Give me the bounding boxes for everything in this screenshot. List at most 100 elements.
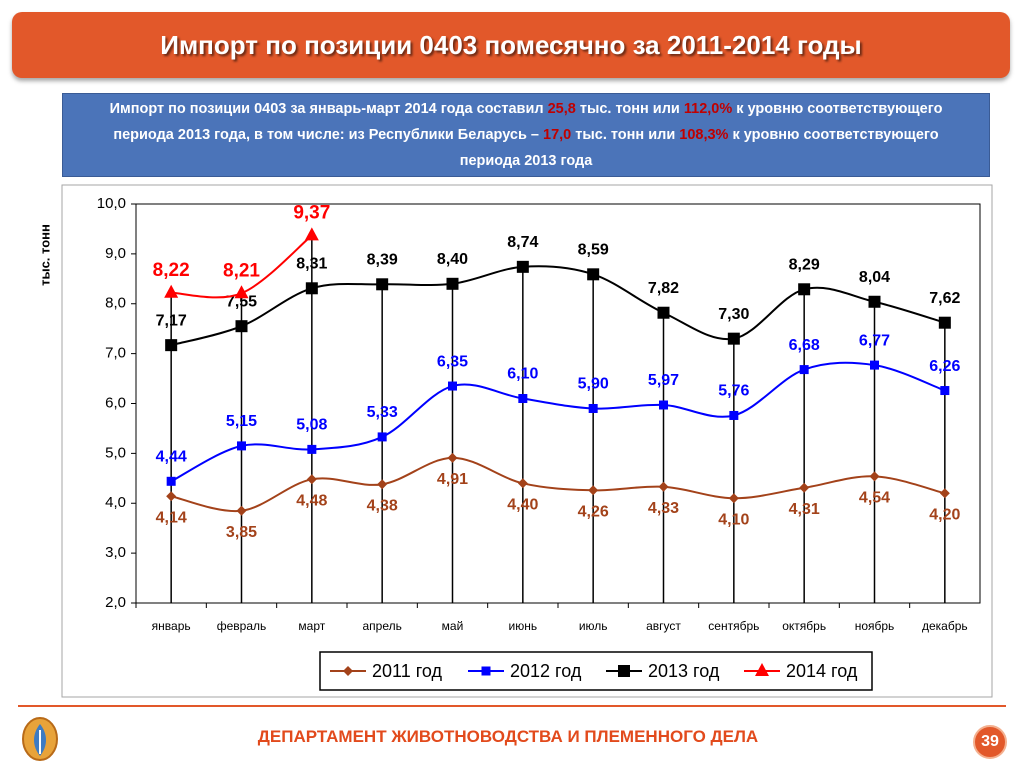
y-axis-label: тыс. тонн: [37, 224, 52, 286]
marker: [306, 474, 317, 485]
data-label: 5,90: [578, 376, 609, 393]
data-label: 4,38: [367, 498, 398, 515]
summary-part: тыс. тонн или: [575, 101, 684, 117]
data-label: 3,85: [226, 524, 257, 541]
marker: [618, 665, 630, 677]
marker: [376, 278, 389, 291]
logo: [22, 717, 58, 761]
marker: [446, 277, 459, 290]
data-label: 7,62: [929, 290, 960, 307]
summary-text: Импорт по позиции 0403 за январь-март 20…: [83, 96, 969, 174]
x-tick-label: март: [298, 619, 325, 633]
summary-part: 112,0%: [683, 101, 733, 117]
data-label: 8,74: [507, 234, 538, 251]
marker: [940, 386, 950, 396]
data-label: 5,97: [648, 372, 679, 389]
legend-label: 2011 год: [372, 661, 442, 681]
legend-box: [319, 651, 873, 691]
x-tick-label: сентябрь: [708, 619, 759, 633]
marker: [448, 381, 457, 391]
data-label: 4,33: [648, 500, 679, 517]
footer: ДЕПАРТАМЕНТ ЖИВОТНОВОДСТВА И ПЛЕМЕННОГО …: [257, 727, 759, 746]
data-label: 7,55: [226, 293, 257, 310]
marker: [869, 471, 880, 482]
marker: [481, 666, 491, 676]
y-tick-label: 2,0: [105, 594, 126, 611]
summary-part: к уровню соответствующего периода 2013 г…: [113, 101, 943, 143]
data-label: 5,76: [718, 383, 749, 400]
summary-part: 108,3%: [679, 127, 729, 143]
marker: [237, 441, 246, 451]
marker: [305, 282, 318, 295]
data-label: 5,15: [226, 413, 257, 430]
data-label: 6,26: [929, 358, 960, 375]
chart-frame: [61, 184, 993, 698]
marker: [235, 320, 248, 333]
data-label: 8,04: [859, 269, 890, 286]
data-label: 8,29: [789, 257, 820, 274]
y-tick-label: 8,0: [105, 295, 126, 312]
marker: [798, 283, 811, 296]
data-label: 4,54: [859, 490, 890, 507]
data-label: 7,82: [648, 280, 679, 297]
data-label: 6,35: [437, 353, 468, 370]
title: Импорт по позиции 0403 помесячно за 2011…: [160, 29, 862, 60]
marker: [799, 365, 809, 375]
marker: [164, 284, 179, 298]
marker: [657, 306, 670, 319]
marker: [517, 478, 528, 489]
data-label: 8,59: [578, 242, 609, 259]
marker: [659, 400, 668, 410]
summary-part: 25,8: [547, 101, 576, 117]
marker: [304, 227, 319, 241]
plot-area: [135, 203, 981, 604]
marker: [658, 481, 669, 492]
y-tick-label: 5,0: [105, 444, 126, 461]
data-label: 4,26: [578, 504, 609, 521]
data-label: 6,10: [507, 366, 538, 383]
data-label: 7,17: [156, 312, 187, 329]
x-tick-label: октябрь: [782, 619, 826, 633]
data-label: 5,08: [296, 417, 327, 434]
legend-label: 2014 год: [786, 661, 858, 681]
marker: [516, 260, 529, 273]
data-label: 9,37: [293, 202, 330, 223]
marker: [587, 268, 600, 281]
summary-part: 17,0: [543, 127, 572, 143]
marker: [939, 488, 950, 499]
marker: [727, 332, 740, 345]
x-tick-label: август: [646, 619, 681, 633]
marker: [518, 394, 528, 404]
marker: [728, 493, 739, 504]
data-label: 4,91: [437, 471, 468, 488]
series-line: [171, 234, 313, 299]
marker: [166, 476, 176, 486]
marker: [938, 316, 951, 329]
x-tick-label: декабрь: [922, 619, 968, 633]
footer-line: [18, 705, 1006, 707]
y-tick-label: 6,0: [105, 394, 126, 411]
data-label: 4,40: [507, 497, 538, 514]
x-tick-label: ноябрь: [855, 619, 895, 633]
y-tick-label: 7,0: [105, 345, 126, 362]
data-label: 8,21: [223, 260, 260, 281]
marker: [377, 479, 388, 490]
x-tick-label: май: [442, 619, 464, 633]
x-tick-label: июль: [579, 619, 608, 633]
data-label: 4,10: [718, 511, 749, 528]
legend-label: 2013 год: [648, 661, 720, 681]
data-label: 4,48: [296, 493, 327, 510]
data-label: 8,40: [437, 251, 468, 268]
legend-label: 2012 год: [510, 661, 582, 681]
data-label: 4,31: [789, 501, 820, 518]
marker: [377, 432, 387, 442]
marker: [755, 663, 769, 676]
summary-part: тыс. тонн или: [571, 127, 680, 143]
marker: [588, 485, 599, 496]
page-number: 39: [973, 725, 1007, 759]
data-label: 7,30: [718, 306, 749, 323]
data-label: 8,31: [296, 256, 327, 273]
x-tick-label: январь: [152, 619, 191, 633]
y-tick-label: 10,0: [97, 195, 126, 212]
